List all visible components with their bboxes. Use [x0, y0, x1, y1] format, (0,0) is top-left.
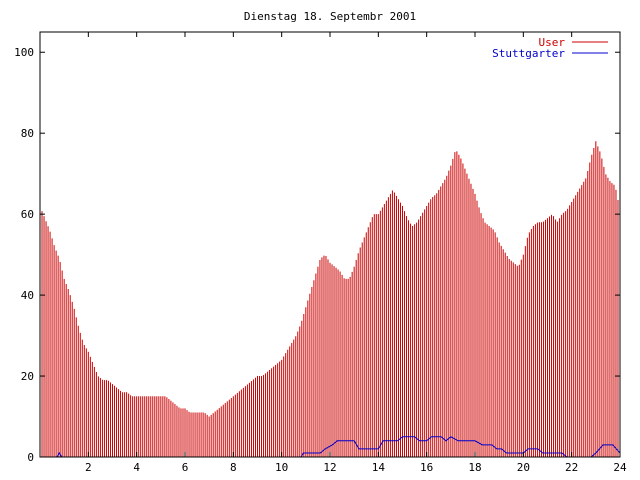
y-tick-label-100: 100: [14, 46, 34, 59]
y-tick-label-0: 0: [27, 451, 34, 464]
chart-title: Dienstag 18. Septembr 2001: [244, 10, 416, 23]
x-tick-label-6: 6: [182, 461, 189, 474]
legend: User Stuttgarter: [492, 36, 608, 60]
x-tick-label-8: 8: [230, 461, 237, 474]
y-tick-label-60: 60: [21, 208, 34, 221]
x-tick-label-16: 16: [420, 461, 433, 474]
legend-label-stuttgarter: Stuttgarter: [492, 47, 565, 60]
x-tick-label-20: 20: [517, 461, 530, 474]
y-tick-label-80: 80: [21, 127, 34, 140]
x-tick-label-12: 12: [323, 461, 336, 474]
legend-label-user: User: [539, 36, 566, 49]
x-tick-label-10: 10: [275, 461, 288, 474]
x-tick-label-14: 14: [372, 461, 386, 474]
stuttgarter-line: [40, 436, 621, 458]
x-tick-label-24: 24: [613, 461, 627, 474]
x-tick-label-2: 2: [85, 461, 92, 474]
plot-area: [39, 141, 621, 458]
x-tick-label-4: 4: [133, 461, 140, 474]
x-tick-label-18: 18: [468, 461, 481, 474]
x-tick-label-22: 22: [565, 461, 578, 474]
y-tick-label-40: 40: [21, 289, 34, 302]
y-tick-label-20: 20: [21, 370, 34, 383]
